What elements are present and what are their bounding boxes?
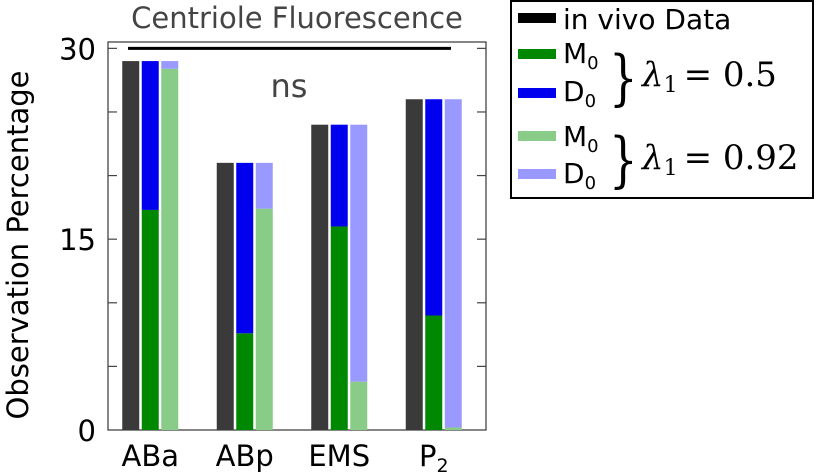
legend-brace-0.92: } — [609, 125, 638, 195]
legend-label-d0-0.92: D0 — [563, 157, 596, 194]
legend-brace-0.5: } — [609, 43, 638, 113]
bar-abp-m0-2 — [255, 208, 273, 430]
legend-lambda-0.5: λ1 = 0.5 — [640, 55, 777, 98]
legend-swatch-m0-0.5 — [518, 49, 556, 59]
x-tick-label: ABp — [216, 439, 274, 473]
bar-aba-m0-2 — [161, 68, 179, 430]
legend-swatch-m0-0.92 — [518, 131, 556, 141]
bar-ems-d0-1 — [330, 124, 348, 227]
legend-label-in-vivo: in vivo Data — [563, 3, 731, 36]
bar-p-in-vivo — [405, 99, 423, 430]
legend-label-m0-0.5: M0 — [563, 37, 599, 74]
x-tick-labels: ABa ABp EMS P2 — [121, 439, 448, 473]
significance-label: ns — [271, 67, 308, 105]
bar-ems-m0-1 — [330, 226, 348, 430]
y-tick-label: 30 — [59, 32, 96, 66]
bar-ems-in-vivo — [311, 124, 329, 430]
bar-ems-m0-2 — [350, 381, 368, 430]
bar-p-d0-1 — [425, 99, 443, 316]
legend-swatch-d0-0.92 — [518, 169, 556, 179]
bar-aba-m0-1 — [141, 209, 159, 430]
bar-abp-in-vivo — [216, 162, 234, 430]
legend-box — [510, 0, 814, 199]
bar-p-m0-2 — [444, 427, 462, 430]
bar-ems-d0-2 — [350, 124, 368, 382]
bar-abp-d0-1 — [236, 162, 254, 334]
x-tick-label: EMS — [308, 439, 370, 473]
y-ticks — [108, 47, 486, 367]
bar-p-m0-1 — [425, 315, 443, 430]
plot-frame — [107, 41, 487, 431]
y-tick-label: 15 — [59, 223, 96, 257]
bars — [122, 61, 462, 430]
y-axis-label: Observation Percentage — [1, 71, 35, 420]
legend-swatch-in-vivo — [518, 13, 556, 23]
y-tick-labels: 0 15 30 — [59, 32, 96, 448]
chart-title: Centriole Fluorescence — [131, 1, 463, 35]
legend-lambda-0.92: λ1 = 0.92 — [640, 138, 799, 181]
legend-swatch-d0-0.5 — [518, 88, 556, 98]
x-tick-label: P2 — [419, 439, 449, 473]
bar-abp-d0-2 — [255, 162, 273, 209]
legend-label-d0-0.5: D0 — [563, 75, 596, 112]
x-tick-label: ABa — [121, 439, 179, 473]
bar-aba-d0-2 — [161, 61, 179, 69]
legend: in vivo Data M0 D0 } λ1 = 0.5 M0 D0 } λ1 =… — [510, 0, 814, 199]
bar-p-d0-2 — [444, 99, 462, 428]
y-tick-label: 0 — [78, 414, 96, 448]
bar-abp-m0-1 — [236, 333, 254, 430]
legend-label-m0-0.92: M0 — [563, 120, 599, 157]
bar-aba-in-vivo — [122, 61, 140, 430]
bar-aba-d0-1 — [141, 61, 159, 210]
